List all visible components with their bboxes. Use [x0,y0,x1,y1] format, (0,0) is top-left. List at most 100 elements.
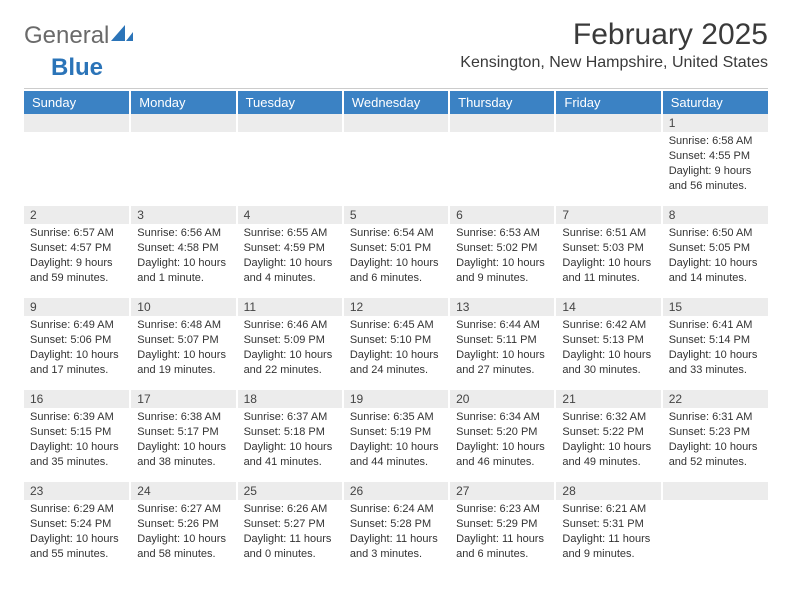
day-details: Sunrise: 6:50 AMSunset: 5:05 PMDaylight:… [663,224,768,289]
calendar-cell [130,114,236,206]
calendar-cell [662,482,768,574]
day-details: Sunrise: 6:38 AMSunset: 5:17 PMDaylight:… [131,408,235,473]
weekday-header: Thursday [449,91,555,114]
day-details: Sunrise: 6:49 AMSunset: 5:06 PMDaylight:… [24,316,129,381]
weekday-header: Saturday [662,91,768,114]
day-number [450,114,554,132]
calendar-cell: 24Sunrise: 6:27 AMSunset: 5:26 PMDayligh… [130,482,236,574]
day-details: Sunrise: 6:58 AMSunset: 4:55 PMDaylight:… [663,132,768,197]
day-number: 22 [663,390,768,408]
day-number [663,482,768,500]
calendar-cell: 5Sunrise: 6:54 AMSunset: 5:01 PMDaylight… [343,206,449,298]
day-details: Sunrise: 6:41 AMSunset: 5:14 PMDaylight:… [663,316,768,381]
calendar-cell: 15Sunrise: 6:41 AMSunset: 5:14 PMDayligh… [662,298,768,390]
day-number: 14 [556,298,660,316]
day-details: Sunrise: 6:23 AMSunset: 5:29 PMDaylight:… [450,500,554,565]
calendar-cell: 4Sunrise: 6:55 AMSunset: 4:59 PMDaylight… [237,206,343,298]
day-details: Sunrise: 6:35 AMSunset: 5:19 PMDaylight:… [344,408,448,473]
day-details: Sunrise: 6:24 AMSunset: 5:28 PMDaylight:… [344,500,448,565]
day-details [24,132,129,192]
header-divider [24,88,768,89]
day-details [238,132,342,192]
calendar-cell: 26Sunrise: 6:24 AMSunset: 5:28 PMDayligh… [343,482,449,574]
day-number: 19 [344,390,448,408]
day-number: 13 [450,298,554,316]
day-number: 7 [556,206,660,224]
day-details [344,132,448,192]
calendar-cell: 3Sunrise: 6:56 AMSunset: 4:58 PMDaylight… [130,206,236,298]
calendar-week-row: 16Sunrise: 6:39 AMSunset: 5:15 PMDayligh… [24,390,768,482]
calendar-header-row: SundayMondayTuesdayWednesdayThursdayFrid… [24,91,768,114]
calendar-cell: 17Sunrise: 6:38 AMSunset: 5:17 PMDayligh… [130,390,236,482]
day-number: 23 [24,482,129,500]
calendar-cell: 9Sunrise: 6:49 AMSunset: 5:06 PMDaylight… [24,298,130,390]
calendar-cell [237,114,343,206]
day-number: 16 [24,390,129,408]
logo-sail-icon [111,22,133,50]
calendar-cell: 27Sunrise: 6:23 AMSunset: 5:29 PMDayligh… [449,482,555,574]
day-details: Sunrise: 6:42 AMSunset: 5:13 PMDaylight:… [556,316,660,381]
weekday-header: Monday [130,91,236,114]
month-title: February 2025 [460,18,768,52]
day-details: Sunrise: 6:46 AMSunset: 5:09 PMDaylight:… [238,316,342,381]
day-details: Sunrise: 6:51 AMSunset: 5:03 PMDaylight:… [556,224,660,289]
calendar-cell: 22Sunrise: 6:31 AMSunset: 5:23 PMDayligh… [662,390,768,482]
calendar-cell: 21Sunrise: 6:32 AMSunset: 5:22 PMDayligh… [555,390,661,482]
day-number: 3 [131,206,235,224]
logo-line2: Blue [51,54,792,82]
calendar-cell: 8Sunrise: 6:50 AMSunset: 5:05 PMDaylight… [662,206,768,298]
logo-word1: General [24,22,109,50]
day-details: Sunrise: 6:39 AMSunset: 5:15 PMDaylight:… [24,408,129,473]
calendar-cell: 12Sunrise: 6:45 AMSunset: 5:10 PMDayligh… [343,298,449,390]
calendar-cell: 1Sunrise: 6:58 AMSunset: 4:55 PMDaylight… [662,114,768,206]
day-details [450,132,554,192]
calendar-week-row: 2Sunrise: 6:57 AMSunset: 4:57 PMDaylight… [24,206,768,298]
calendar-cell: 19Sunrise: 6:35 AMSunset: 5:19 PMDayligh… [343,390,449,482]
day-number [556,114,660,132]
day-number [238,114,342,132]
day-details: Sunrise: 6:26 AMSunset: 5:27 PMDaylight:… [238,500,342,565]
day-number: 1 [663,114,768,132]
day-number: 8 [663,206,768,224]
day-number: 11 [238,298,342,316]
calendar-cell: 2Sunrise: 6:57 AMSunset: 4:57 PMDaylight… [24,206,130,298]
calendar-cell: 11Sunrise: 6:46 AMSunset: 5:09 PMDayligh… [237,298,343,390]
day-details: Sunrise: 6:29 AMSunset: 5:24 PMDaylight:… [24,500,129,565]
calendar-cell: 20Sunrise: 6:34 AMSunset: 5:20 PMDayligh… [449,390,555,482]
day-details: Sunrise: 6:44 AMSunset: 5:11 PMDaylight:… [450,316,554,381]
day-details: Sunrise: 6:31 AMSunset: 5:23 PMDaylight:… [663,408,768,473]
day-details: Sunrise: 6:53 AMSunset: 5:02 PMDaylight:… [450,224,554,289]
day-number: 4 [238,206,342,224]
calendar-week-row: 9Sunrise: 6:49 AMSunset: 5:06 PMDaylight… [24,298,768,390]
day-number: 25 [238,482,342,500]
day-details: Sunrise: 6:32 AMSunset: 5:22 PMDaylight:… [556,408,660,473]
day-number: 20 [450,390,554,408]
calendar-cell [449,114,555,206]
day-number: 27 [450,482,554,500]
day-number: 6 [450,206,554,224]
day-number [24,114,129,132]
calendar-cell: 25Sunrise: 6:26 AMSunset: 5:27 PMDayligh… [237,482,343,574]
logo-word2: Blue [51,54,103,81]
calendar-cell [555,114,661,206]
calendar-body: 1Sunrise: 6:58 AMSunset: 4:55 PMDaylight… [24,114,768,574]
calendar-cell: 13Sunrise: 6:44 AMSunset: 5:11 PMDayligh… [449,298,555,390]
calendar-cell: 28Sunrise: 6:21 AMSunset: 5:31 PMDayligh… [555,482,661,574]
calendar-cell: 16Sunrise: 6:39 AMSunset: 5:15 PMDayligh… [24,390,130,482]
calendar-cell [343,114,449,206]
day-number: 17 [131,390,235,408]
calendar-cell: 23Sunrise: 6:29 AMSunset: 5:24 PMDayligh… [24,482,130,574]
logo: General [24,18,133,50]
calendar-week-row: 1Sunrise: 6:58 AMSunset: 4:55 PMDaylight… [24,114,768,206]
calendar-cell: 7Sunrise: 6:51 AMSunset: 5:03 PMDaylight… [555,206,661,298]
day-number: 10 [131,298,235,316]
day-number: 9 [24,298,129,316]
day-number: 12 [344,298,448,316]
day-details [131,132,235,192]
calendar-cell: 14Sunrise: 6:42 AMSunset: 5:13 PMDayligh… [555,298,661,390]
day-number: 2 [24,206,129,224]
day-number: 28 [556,482,660,500]
day-details [556,132,660,192]
day-number: 15 [663,298,768,316]
weekday-header: Wednesday [343,91,449,114]
